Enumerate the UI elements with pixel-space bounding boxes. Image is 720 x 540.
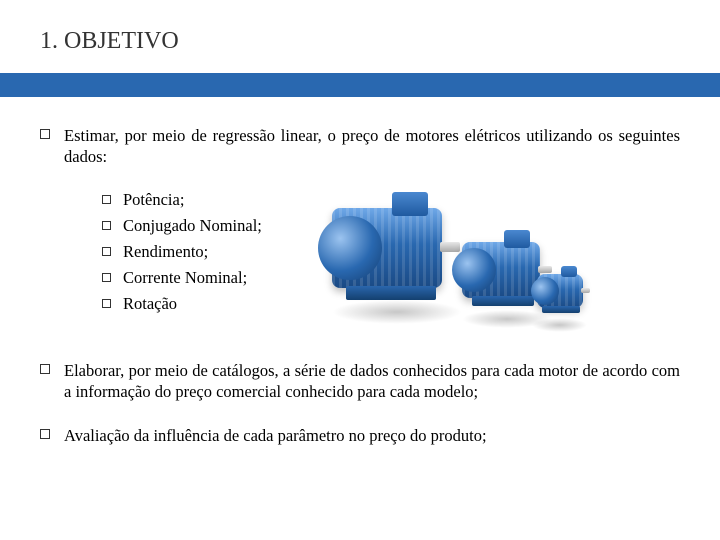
- bullet-1: Estimar, por meio de regressão linear, o…: [40, 125, 680, 168]
- bullet-2: Elaborar, por meio de catálogos, a série…: [40, 360, 680, 403]
- square-bullet-icon: [102, 247, 111, 256]
- sub-bullet-5-text: Rotação: [123, 294, 177, 314]
- square-bullet-icon: [102, 273, 111, 282]
- sub-bullet-2: Conjugado Nominal;: [102, 216, 262, 236]
- sub-bullet-3-text: Rendimento;: [123, 242, 208, 262]
- square-bullet-icon: [40, 429, 50, 439]
- bullet-2-text: Elaborar, por meio de catálogos, a série…: [64, 360, 680, 403]
- sub-bullet-3: Rendimento;: [102, 242, 262, 262]
- sub-bullet-list: Potência; Conjugado Nominal; Rendimento;…: [102, 190, 262, 320]
- square-bullet-icon: [40, 129, 50, 139]
- square-bullet-icon: [102, 299, 111, 308]
- sub-section: Potência; Conjugado Nominal; Rendimento;…: [102, 190, 680, 340]
- accent-bar: [0, 73, 720, 97]
- bullet-3: Avaliação da influência de cada parâmetr…: [40, 425, 680, 446]
- slide-content: Estimar, por meio de regressão linear, o…: [0, 97, 720, 446]
- sub-bullet-2-text: Conjugado Nominal;: [123, 216, 262, 236]
- square-bullet-icon: [102, 221, 111, 230]
- sub-bullet-5: Rotação: [102, 294, 262, 314]
- sub-bullet-4-text: Corrente Nominal;: [123, 268, 247, 288]
- sub-bullet-1-text: Potência;: [123, 190, 184, 210]
- bullet-3-text: Avaliação da influência de cada parâmetr…: [64, 425, 680, 446]
- bullet-1-text: Estimar, por meio de regressão linear, o…: [64, 125, 680, 168]
- sub-bullet-1: Potência;: [102, 190, 262, 210]
- sub-bullet-4: Corrente Nominal;: [102, 268, 262, 288]
- slide-title: 1. OBJETIVO: [0, 0, 720, 55]
- square-bullet-icon: [40, 364, 50, 374]
- motors-illustration: [322, 190, 582, 340]
- square-bullet-icon: [102, 195, 111, 204]
